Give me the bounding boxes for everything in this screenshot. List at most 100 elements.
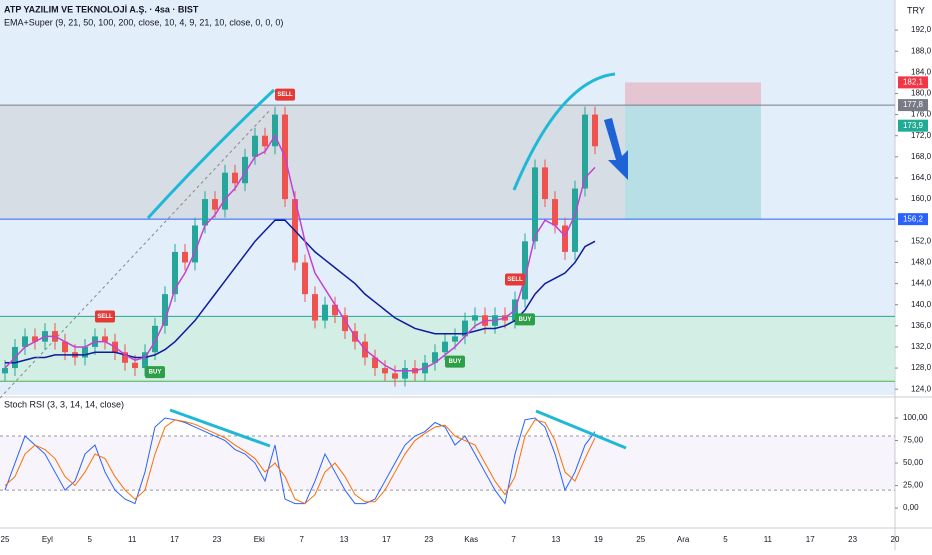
candle-body (2, 368, 8, 374)
price-badge (898, 76, 928, 89)
y-tick-label: 168,0 (911, 152, 932, 161)
price-label: 182,1 (903, 77, 924, 86)
y-tick-label: 25,00 (903, 481, 924, 490)
x-tick-label: 19 (594, 535, 603, 544)
trend-drawing (169, 408, 271, 448)
candle-body (192, 225, 198, 263)
signal-label: SELL (507, 277, 523, 283)
y-tick-label: 192,0 (911, 25, 932, 34)
x-tick-label: Kas (464, 535, 478, 544)
candle-body (172, 251, 178, 295)
candle-body (582, 114, 588, 189)
price-label: 173,9 (903, 121, 924, 130)
candle-body (32, 336, 38, 342)
y-tick-label: 128,0 (911, 363, 932, 372)
y-tick-label: 180,0 (911, 89, 932, 98)
candle-body (312, 294, 318, 321)
range-box (0, 105, 625, 220)
candle-body (392, 373, 398, 379)
candle-body (132, 362, 138, 369)
y-tick-label: 140,0 (911, 300, 932, 309)
candle-body (202, 199, 208, 226)
candle-body (372, 357, 378, 369)
y-tick-label: 176,0 (911, 110, 932, 119)
stoch-band (0, 436, 895, 491)
arrow-drawing (604, 118, 628, 180)
signal-badge (445, 355, 465, 368)
x-tick-label: 5 (88, 535, 93, 544)
candle-body (322, 304, 328, 321)
series-line (5, 219, 596, 364)
series-line (4, 419, 596, 505)
signal-label: SELL (277, 92, 293, 98)
price-badge (898, 213, 928, 226)
x-tick-label: 23 (424, 535, 433, 544)
y-tick-label: 144,0 (911, 279, 932, 288)
trend-drawing (512, 72, 616, 191)
x-tick-label: 20 (891, 535, 900, 544)
signal-badge (505, 273, 525, 286)
stoch-pane (0, 400, 895, 527)
candle-body (452, 336, 458, 342)
x-tick-label: 11 (128, 535, 137, 544)
candle-body (212, 199, 218, 210)
x-tick-label: 17 (806, 535, 815, 544)
y-tick-label: 132,0 (911, 342, 932, 351)
candle-body (272, 114, 278, 147)
candle-body (472, 315, 478, 321)
signal-badge (275, 88, 295, 101)
y-tick-label: 164,0 (911, 173, 932, 182)
candle-body (592, 114, 598, 147)
signal-label: BUY (149, 370, 162, 376)
price-badge (898, 99, 928, 112)
candle-body (542, 167, 548, 200)
x-tick-label: 25 (1, 535, 10, 544)
signal-label: SELL (97, 314, 113, 320)
candle-body (102, 336, 108, 342)
price-badge (898, 119, 928, 132)
x-tick-label: 13 (340, 535, 349, 544)
y-tick-label: 136,0 (911, 321, 932, 330)
candle-body (442, 341, 448, 353)
candle-body (162, 294, 168, 326)
target-zone (625, 105, 761, 220)
candle-body (262, 135, 268, 147)
x-tick-label: Eki (254, 535, 265, 544)
candle-body (402, 368, 408, 379)
candle-body (552, 199, 558, 226)
candle-body (222, 172, 228, 210)
x-tick-label: 17 (382, 535, 391, 544)
candle-body (22, 336, 28, 347)
x-tick-label: 7 (511, 535, 516, 544)
y-tick-label: 0,00 (903, 503, 919, 512)
candle-body (242, 156, 248, 184)
series-line (4, 134, 596, 372)
y-tick-label: 152,0 (911, 236, 932, 245)
y-tick-label: 148,0 (911, 258, 932, 267)
candle-body (382, 368, 388, 374)
y-tick-label: 75,00 (903, 436, 924, 445)
y-tick-label: 184,0 (911, 67, 932, 76)
candle-body (562, 225, 568, 252)
y-tick-label: 172,0 (911, 131, 932, 140)
chart-title: ATP YAZILIM VE TEKNOLOJİ A.Ş. · 4sa · BI… (4, 4, 199, 14)
candle-body (62, 341, 68, 353)
signal-badge (145, 366, 165, 379)
candle-body (572, 188, 578, 252)
trend-drawing (535, 409, 627, 450)
candle-body (332, 304, 338, 316)
candle-body (522, 241, 528, 300)
stop-zone (625, 82, 761, 106)
price-label: 156,2 (903, 214, 924, 223)
x-tick-label: 23 (848, 535, 857, 544)
candle-body (182, 251, 188, 263)
signal-badge (515, 313, 535, 326)
currency: TRY (907, 5, 925, 15)
y-tick-label: 50,00 (903, 458, 924, 467)
candle-body (232, 172, 238, 184)
x-tick-label: 25 (636, 535, 645, 544)
y-tick-label: 100,00 (903, 413, 928, 422)
candle-body (152, 325, 158, 353)
signal-label: BUY (449, 359, 462, 365)
